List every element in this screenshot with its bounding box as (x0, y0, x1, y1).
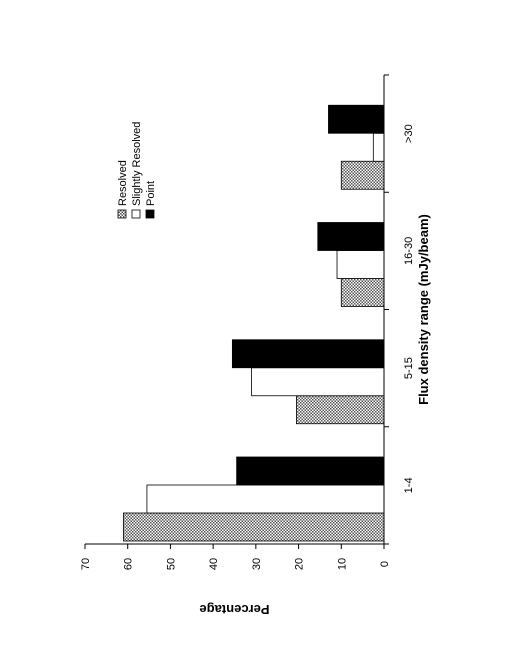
y-tick-label: 60 (123, 558, 135, 570)
x-tick-label: 1-4 (403, 477, 415, 493)
bar-slightly-resolved-4 (372, 132, 385, 162)
bar-point-1 (236, 456, 385, 486)
bar-point-2 (231, 339, 385, 369)
x-tick-label: 16-30 (403, 237, 415, 265)
bar-slightly-resolved-1 (146, 484, 385, 514)
y-tick-label: 40 (208, 558, 220, 570)
y-tick-label: 10 (336, 558, 348, 570)
axes-group (84, 74, 389, 549)
legend-swatch (145, 209, 155, 219)
legend-label: Point (145, 181, 157, 206)
bar-resolved-4 (340, 160, 385, 190)
x-tick-label: 5-15 (403, 357, 415, 379)
y-tick-label: 20 (294, 558, 306, 570)
legend-label: Resolved (117, 160, 129, 206)
bar-resolved-3 (340, 278, 385, 307)
y-tick-label: 0 (379, 561, 391, 567)
y-tick-label: 50 (165, 558, 177, 570)
ticks-group: 1-4 5-15 16-30 >30 0 10 20 30 40 50 60 70 (80, 124, 415, 570)
bar-resolved-2 (296, 395, 385, 425)
bar-slightly-resolved-2 (251, 367, 385, 397)
legend-label: Slightly Resolved (131, 122, 143, 206)
y-tick-label: 30 (251, 558, 263, 570)
legend: Resolved Slightly Resolved Point (117, 122, 157, 219)
bar-resolved-1 (123, 512, 385, 542)
plot-area: 1-4 5-15 16-30 >30 0 10 20 30 40 50 60 70 (80, 74, 415, 570)
x-axis-label: Flux density range (mJy/beam) (416, 214, 431, 405)
legend-swatch (131, 209, 141, 219)
y-axis-label: Percentage (199, 602, 269, 617)
x-tick-label: >30 (403, 124, 415, 143)
bar-point-4 (328, 104, 385, 134)
y-tick-label: 70 (80, 558, 92, 570)
bars-group (123, 104, 385, 542)
legend-swatch (117, 209, 127, 219)
bar-point-3 (317, 222, 385, 251)
bar-slightly-resolved-3 (336, 250, 385, 279)
